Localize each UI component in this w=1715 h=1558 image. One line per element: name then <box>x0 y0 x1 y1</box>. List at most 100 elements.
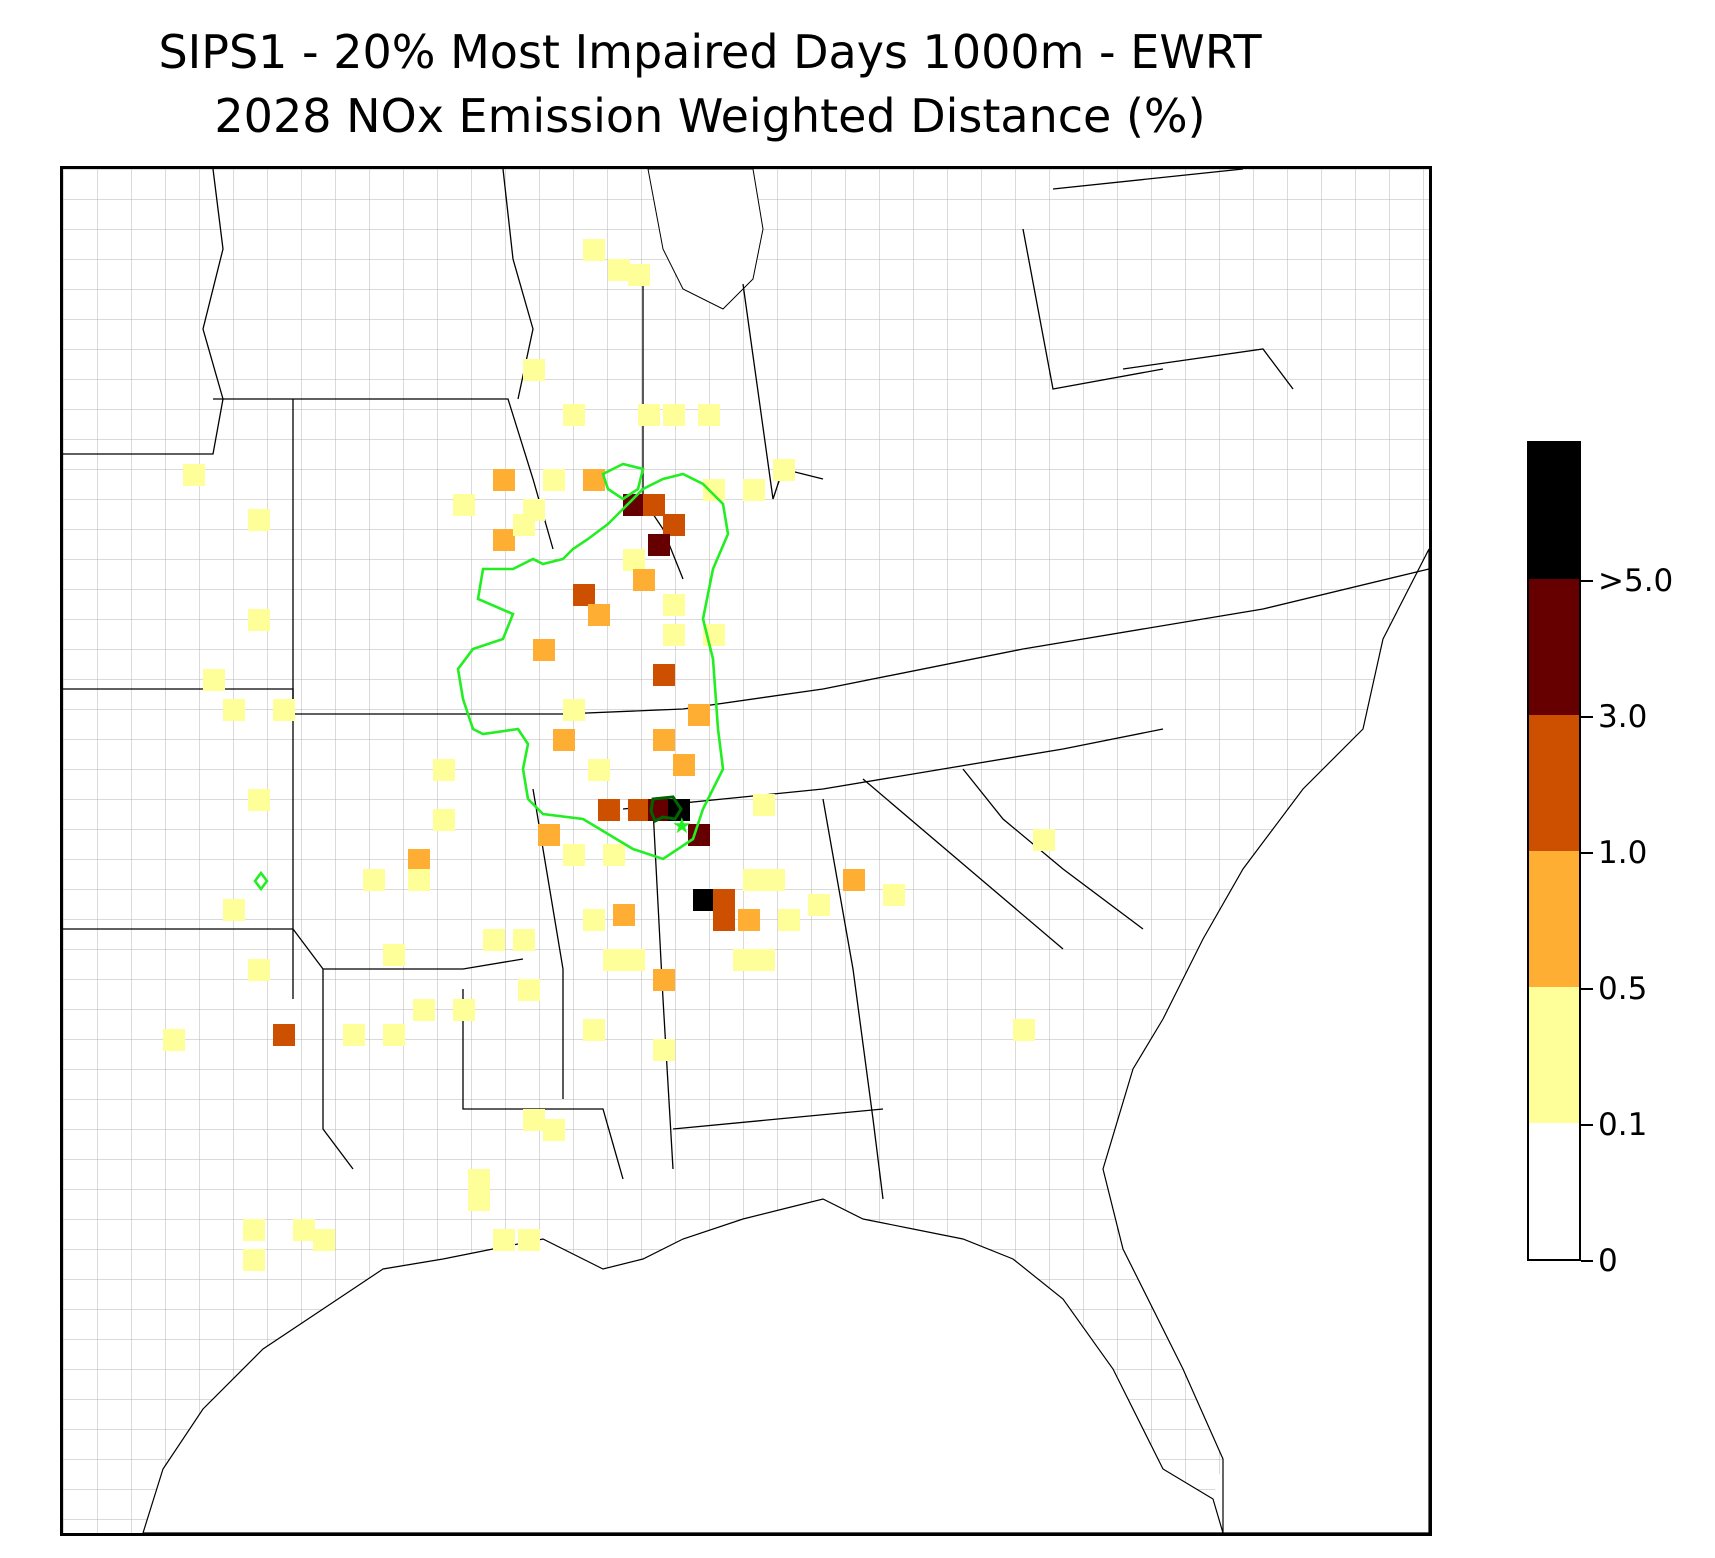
cell-low <box>383 944 405 966</box>
cell-low <box>778 909 800 931</box>
cell-mid <box>633 569 655 591</box>
cell-high <box>628 799 650 821</box>
colorbar-tick-label: 0.5 <box>1598 971 1648 1007</box>
cell-mid <box>538 824 560 846</box>
cell-low <box>468 1189 490 1211</box>
cell-low <box>543 469 565 491</box>
cell-low <box>628 264 650 286</box>
colorbar-tick <box>1581 716 1593 718</box>
cell-low <box>543 1119 565 1141</box>
cell-mid <box>588 604 610 626</box>
cell-low <box>248 509 270 531</box>
cell-low <box>608 259 630 281</box>
cell-low <box>408 869 430 891</box>
cell-low <box>493 1229 515 1251</box>
colorbar-bin-gt5 <box>1529 443 1579 579</box>
cell-high <box>713 889 735 911</box>
cell-low <box>808 894 830 916</box>
cell-low <box>413 999 435 1021</box>
cell-mid <box>673 754 695 776</box>
cell-low <box>433 809 455 831</box>
colorbar-bin-0-0.1 <box>1529 1123 1579 1259</box>
cell-low <box>563 699 585 721</box>
colorbar-bin-0.5-1.0 <box>1529 851 1579 987</box>
cell-low <box>663 624 685 646</box>
colorbar-bin-3.0-5.0 <box>1529 579 1579 715</box>
cell-low <box>773 459 795 481</box>
colorbar-tick <box>1581 1124 1593 1126</box>
gulf-of-mexico <box>142 1198 1224 1533</box>
cell-max <box>693 889 715 911</box>
cell-low <box>698 404 720 426</box>
cell-mid <box>493 469 515 491</box>
cell-low <box>588 759 610 781</box>
cell-high <box>573 584 595 606</box>
cell-mid <box>613 904 635 926</box>
cell-low <box>563 844 585 866</box>
emission-cells <box>163 239 1055 1271</box>
cell-vhigh <box>688 824 710 846</box>
cell-mid <box>843 869 865 891</box>
colorbar-tick-label: >5.0 <box>1598 563 1674 599</box>
cell-low <box>563 404 585 426</box>
cell-low <box>653 1039 675 1061</box>
cell-low <box>248 789 270 811</box>
cell-low <box>293 1219 315 1241</box>
cell-low <box>513 514 535 536</box>
cell-low <box>603 844 625 866</box>
cell-mid <box>653 969 675 991</box>
cell-low <box>313 1229 335 1251</box>
small-impact-contour <box>253 870 269 892</box>
cell-mid <box>493 529 515 551</box>
cell-mid <box>533 639 555 661</box>
cell-low <box>453 494 475 516</box>
green-star-icon: ★ <box>672 814 692 839</box>
outer-impact-contour <box>456 472 730 861</box>
cell-low <box>623 949 645 971</box>
colorbar-tick-label: 0.1 <box>1598 1107 1648 1143</box>
cell-low <box>223 699 245 721</box>
cell-low <box>583 239 605 261</box>
cell-low <box>243 1249 265 1271</box>
cell-low <box>703 479 725 501</box>
inner-impact-contour <box>649 795 683 824</box>
cell-low <box>468 1169 490 1191</box>
cell-low <box>1033 829 1055 851</box>
colorbar-tick-label: 3.0 <box>1598 699 1648 735</box>
cell-low <box>273 699 295 721</box>
cell-low <box>583 909 605 931</box>
colorbar-tick <box>1581 988 1593 990</box>
cell-low <box>523 1109 545 1131</box>
cell-high <box>713 909 735 931</box>
cell-vhigh <box>623 494 645 516</box>
cell-high <box>273 1024 295 1046</box>
cell-low <box>243 1219 265 1241</box>
map-canvas: ★ <box>63 169 1429 1533</box>
colorbar <box>1527 441 1581 1261</box>
colorbar-bin-1.0-3.0 <box>1529 715 1579 851</box>
colorbar-tick <box>1581 1260 1593 1262</box>
map-panel: ★ <box>60 166 1432 1536</box>
cell-low <box>518 979 540 1001</box>
cell-low <box>623 549 645 571</box>
cell-low <box>1013 1019 1035 1041</box>
cell-low <box>743 869 765 891</box>
colorbar-tick-label: 0 <box>1598 1243 1618 1279</box>
cell-low <box>663 404 685 426</box>
colorbar-tick-label: 1.0 <box>1598 835 1648 871</box>
chart-title-line-2: 2028 NOx Emission Weighted Distance (%) <box>214 89 1206 143</box>
cell-low <box>223 899 245 921</box>
cell-low <box>523 359 545 381</box>
cell-low <box>343 1024 365 1046</box>
cell-low <box>583 1019 605 1041</box>
cell-low <box>453 999 475 1021</box>
cell-low <box>518 1229 540 1251</box>
cell-low <box>663 594 685 616</box>
cell-high <box>663 514 685 536</box>
cell-low <box>753 949 775 971</box>
cell-mid <box>688 704 710 726</box>
north-impact-contour <box>601 462 645 501</box>
cell-vhigh <box>648 534 670 556</box>
cell-mid <box>738 909 760 931</box>
cell-mid <box>653 729 675 751</box>
